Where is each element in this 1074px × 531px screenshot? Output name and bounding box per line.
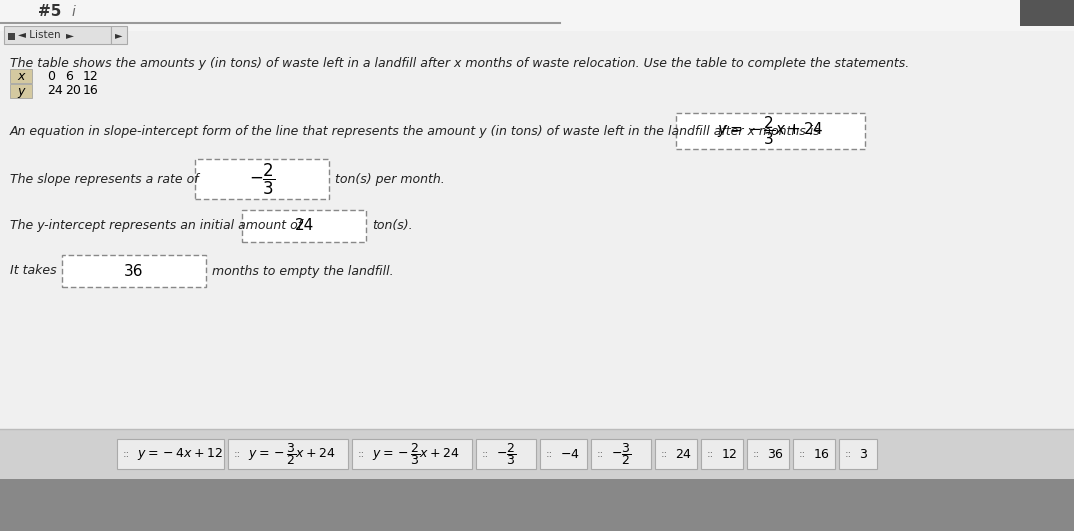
Text: $-4$: $-4$ [560, 448, 580, 460]
Text: ::: :: [845, 449, 853, 459]
Text: An equation in slope-intercept form of the line that represents the amount y (in: An equation in slope-intercept form of t… [10, 124, 821, 138]
FancyBboxPatch shape [195, 159, 329, 199]
Text: The slope represents a rate of: The slope represents a rate of [10, 173, 199, 185]
Text: months to empty the landfill.: months to empty the landfill. [212, 264, 394, 278]
Text: ::: :: [661, 449, 668, 459]
FancyBboxPatch shape [10, 84, 32, 98]
FancyBboxPatch shape [676, 113, 865, 149]
FancyBboxPatch shape [8, 33, 15, 40]
Text: It takes: It takes [10, 264, 57, 278]
Text: ►: ► [66, 30, 74, 40]
FancyBboxPatch shape [0, 429, 1074, 479]
Text: $24$: $24$ [674, 448, 692, 460]
Text: $3$: $3$ [859, 448, 868, 460]
FancyBboxPatch shape [117, 439, 224, 469]
Text: $-\dfrac{2}{3}$: $-\dfrac{2}{3}$ [496, 441, 517, 467]
Text: ::: :: [234, 449, 242, 459]
Text: $16$: $16$ [813, 448, 830, 460]
Text: $12$: $12$ [721, 448, 738, 460]
FancyBboxPatch shape [1020, 0, 1074, 26]
Text: ::: :: [546, 449, 553, 459]
Text: ►: ► [115, 30, 122, 40]
Text: The table shows the amounts y (in tons) of waste left in a landfill after x mont: The table shows the amounts y (in tons) … [10, 57, 910, 70]
Text: $y=-4x+12$: $y=-4x+12$ [137, 446, 222, 462]
Text: 24: 24 [294, 218, 314, 234]
Text: ::: :: [482, 449, 490, 459]
FancyBboxPatch shape [701, 439, 743, 469]
Text: y: y [17, 84, 25, 98]
FancyBboxPatch shape [476, 439, 536, 469]
FancyBboxPatch shape [748, 439, 789, 469]
Text: 16: 16 [83, 84, 99, 98]
FancyBboxPatch shape [0, 479, 1074, 531]
Text: ::: :: [597, 449, 605, 459]
Text: The y-intercept represents an initial amount of: The y-intercept represents an initial am… [10, 219, 302, 233]
FancyBboxPatch shape [0, 0, 1074, 481]
FancyBboxPatch shape [111, 26, 127, 44]
FancyBboxPatch shape [62, 255, 206, 287]
Text: $-\dfrac{2}{3}$: $-\dfrac{2}{3}$ [249, 161, 275, 196]
Text: 20: 20 [66, 84, 81, 98]
FancyBboxPatch shape [591, 439, 651, 469]
Text: $36$: $36$ [767, 448, 784, 460]
Text: ton(s).: ton(s). [372, 219, 412, 233]
Text: ton(s) per month.: ton(s) per month. [335, 173, 445, 185]
Text: $-\dfrac{3}{2}$: $-\dfrac{3}{2}$ [611, 441, 632, 467]
FancyBboxPatch shape [839, 439, 877, 469]
Text: 0: 0 [47, 70, 55, 82]
FancyBboxPatch shape [0, 0, 1074, 31]
Text: 36: 36 [125, 263, 144, 278]
Text: ::: :: [799, 449, 807, 459]
Text: $y=-\dfrac{2}{3}x+24$: $y=-\dfrac{2}{3}x+24$ [717, 115, 824, 148]
Text: #5: #5 [38, 4, 61, 20]
FancyBboxPatch shape [352, 439, 471, 469]
Text: 24: 24 [47, 84, 62, 98]
Text: ::: :: [753, 449, 760, 459]
Text: x: x [17, 70, 25, 82]
Text: ◄ Listen: ◄ Listen [18, 30, 60, 40]
Text: i: i [72, 5, 76, 19]
Text: ::: :: [707, 449, 714, 459]
FancyBboxPatch shape [540, 439, 587, 469]
Text: 6: 6 [66, 70, 73, 82]
FancyBboxPatch shape [793, 439, 834, 469]
FancyBboxPatch shape [10, 69, 32, 83]
Text: ::: :: [358, 449, 365, 459]
FancyBboxPatch shape [242, 210, 366, 242]
FancyBboxPatch shape [655, 439, 697, 469]
Text: ::: :: [124, 449, 130, 459]
FancyBboxPatch shape [4, 26, 111, 44]
Text: $y=-\dfrac{3}{2}x+24$: $y=-\dfrac{3}{2}x+24$ [248, 441, 336, 467]
Text: 12: 12 [83, 70, 99, 82]
FancyBboxPatch shape [228, 439, 348, 469]
Text: $y=-\dfrac{2}{3}x+24$: $y=-\dfrac{2}{3}x+24$ [372, 441, 460, 467]
